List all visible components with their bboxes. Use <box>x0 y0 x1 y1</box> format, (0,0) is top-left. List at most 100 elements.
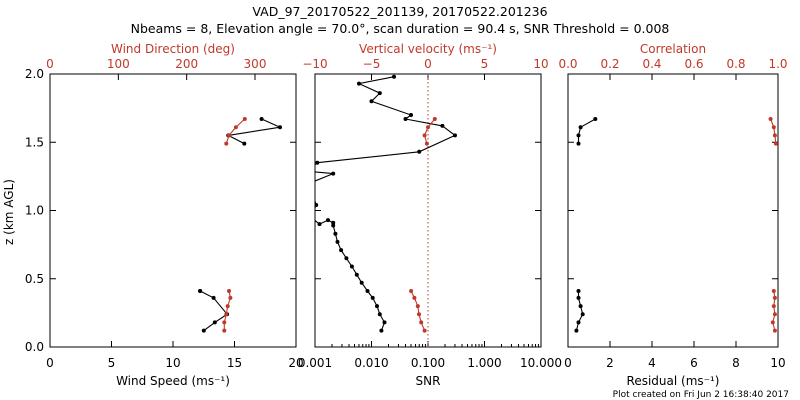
right-top-tick-label: 0.8 <box>726 57 745 71</box>
middle-x-axis-label: SNR <box>416 374 441 388</box>
right-data-point-bottom <box>576 289 581 293</box>
left-data-point-bottom <box>198 289 203 293</box>
middle-data-point-bottom <box>357 81 361 86</box>
middle-data-point-bottom <box>335 239 340 244</box>
middle-data-point-bottom <box>403 117 408 121</box>
right-x-tick-label: 8 <box>732 356 740 370</box>
middle-data-point-bottom <box>377 91 382 96</box>
left-x-tick-label: 15 <box>227 356 242 370</box>
right-series-bottom-line <box>577 118 596 144</box>
middle-series-bottom-line <box>315 76 457 331</box>
left-data-point-bottom <box>201 328 206 333</box>
left-top-tick-label: 200 <box>175 57 198 71</box>
right-data-point-top <box>772 312 777 317</box>
left-frame <box>49 73 297 348</box>
middle-data-point-bottom <box>392 74 396 79</box>
middle-data-point-bottom <box>409 113 413 117</box>
left-data-point-top <box>233 125 238 130</box>
y-tick-label: 0.0 <box>25 340 44 354</box>
middle-data-point-bottom <box>453 133 457 138</box>
middle-data-point-bottom <box>315 203 319 207</box>
middle-panel: 0.001 0.010 0.100 1.000 10.000 −10 −5 0 5 10 SNR Ve… <box>298 42 562 388</box>
left-plot-area <box>198 117 282 333</box>
left-data-point-top <box>242 117 247 121</box>
left-data-point-bottom <box>211 295 216 300</box>
right-frame <box>567 73 779 348</box>
right-data-point-bottom <box>576 133 581 138</box>
figure-title: VAD_97_20170522_201139, 20170522.201236 <box>252 4 547 19</box>
middle-top-tick-label: −10 <box>302 57 327 71</box>
right-x-tick-label: 0 <box>564 356 572 370</box>
middle-data-point-bottom <box>302 169 306 173</box>
middle-data-point-bottom <box>365 289 370 293</box>
right-top-tick-label: 0.0 <box>558 57 577 71</box>
middle-data-point-bottom <box>370 295 375 300</box>
right-top-axis-label: Correlation <box>640 42 706 56</box>
middle-series-top-line <box>424 118 436 144</box>
middle-plot-area <box>302 74 457 333</box>
left-series-bottom-line <box>226 118 282 145</box>
right-top-tick-label: 0.4 <box>642 57 661 71</box>
left-data-point-top <box>227 289 231 293</box>
middle-data-point-bottom <box>333 231 338 236</box>
middle-data-point-bottom <box>326 218 330 223</box>
y-tick-label: 0.5 <box>25 272 44 286</box>
right-data-point-top <box>772 133 777 138</box>
left-data-point-top <box>228 295 233 300</box>
figure-subtitle: Nbeams = 8, Elevation angle = 70.0°, sca… <box>131 21 670 36</box>
y-tick-label: 1.0 <box>25 204 44 218</box>
right-data-point-bottom <box>593 117 598 121</box>
left-data-point-top <box>225 304 230 309</box>
left-series-top-line <box>225 118 246 144</box>
right-x-tick-label: 2 <box>606 356 614 370</box>
middle-data-point-bottom <box>349 264 354 269</box>
right-data-point-top <box>772 295 777 300</box>
middle-data-point-bottom <box>377 312 382 317</box>
middle-data-point-bottom <box>344 256 349 261</box>
left-data-point-top <box>224 141 229 146</box>
y-tick-label: 1.5 <box>25 135 44 149</box>
left-x-tick-label: 20 <box>288 356 303 370</box>
middle-data-point-top <box>415 304 420 309</box>
right-top-tick-label: 0.2 <box>600 57 619 71</box>
left-data-point-bottom <box>212 320 217 325</box>
middle-data-point-bottom <box>315 160 320 165</box>
middle-data-point-bottom <box>331 171 336 176</box>
middle-x-tick-label: 10.000 <box>520 356 562 370</box>
right-data-point-top <box>768 117 773 121</box>
middle-x-tick-label: 0.100 <box>411 356 445 370</box>
left-x-axis-label: Wind Speed (ms⁻¹) <box>116 374 230 388</box>
middle-data-point-bottom <box>308 181 312 185</box>
middle-x-tick-label: 0.001 <box>298 356 332 370</box>
middle-data-point-bottom <box>359 280 364 285</box>
middle-top-tick-label: −5 <box>363 57 381 71</box>
middle-data-point-bottom <box>339 248 344 253</box>
plot-created-note: Plot created on Fri Jun 2 16:38:40 2017 <box>613 390 789 400</box>
y-axis-label: z (km AGL) <box>2 179 16 245</box>
middle-data-point-bottom <box>310 165 314 169</box>
middle-x-tick-label: 1.000 <box>467 356 501 370</box>
right-series-top-line <box>770 118 777 144</box>
right-data-point-bottom <box>576 320 581 325</box>
middle-data-point-bottom <box>331 220 336 225</box>
right-data-point-top <box>770 320 775 325</box>
middle-data-point-top <box>422 133 427 138</box>
left-data-point-bottom <box>278 125 282 130</box>
middle-data-point-top <box>409 289 414 293</box>
y-tick-label: 2.0 <box>25 67 44 81</box>
right-x-tick-label: 6 <box>690 356 698 370</box>
right-x-tick-label: 4 <box>648 356 656 370</box>
left-data-point-top <box>227 133 231 138</box>
middle-x-tick-label: 0.010 <box>354 356 388 370</box>
left-data-point-bottom <box>259 117 264 121</box>
left-x-tick-label: 5 <box>108 356 116 370</box>
middle-data-point-top <box>412 295 417 300</box>
right-data-point-bottom <box>576 141 581 146</box>
right-data-point-bottom <box>580 312 585 317</box>
right-panel: 0 2 4 6 8 10 0.0 0.2 0.4 0.6 0.8 1.0 Residual (ms⁻¹)… <box>558 42 787 388</box>
middle-data-point-bottom <box>375 304 379 309</box>
middle-top-tick-label: 0 <box>424 57 432 71</box>
right-plot-area <box>574 117 778 333</box>
left-top-tick-label: 0 <box>46 57 54 71</box>
